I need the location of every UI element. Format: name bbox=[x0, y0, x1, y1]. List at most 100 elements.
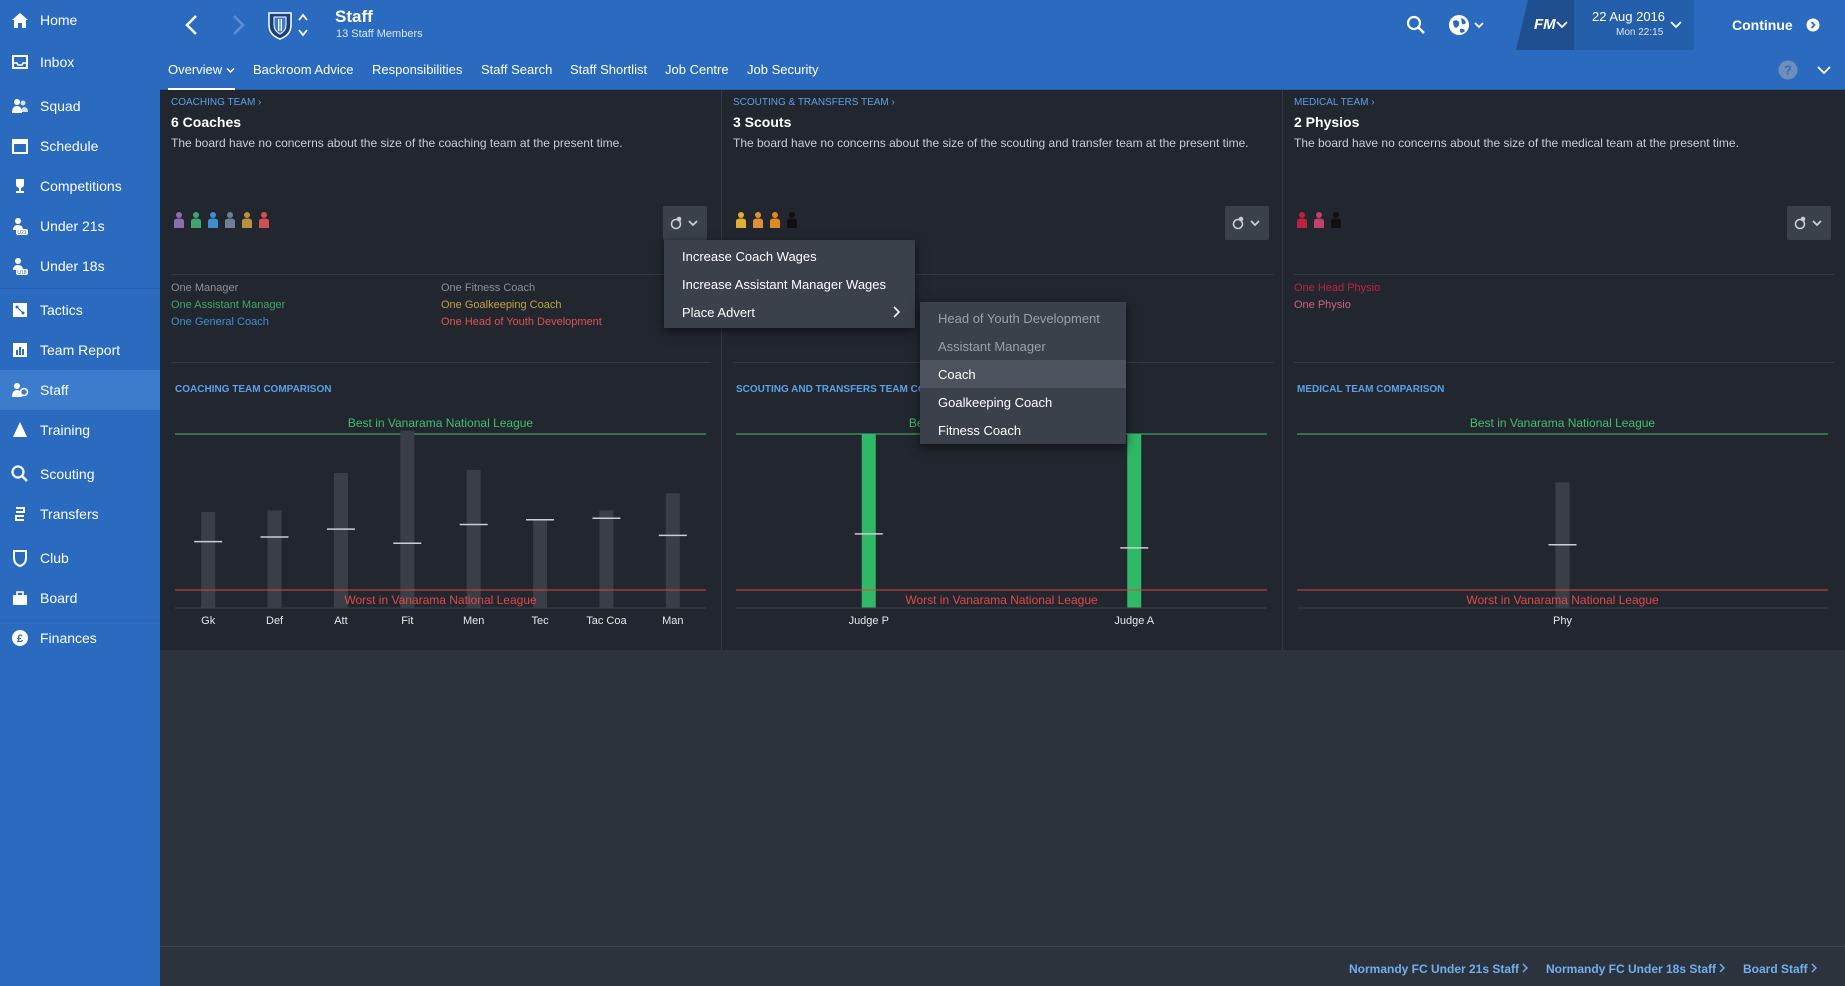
chart-bar[interactable] bbox=[599, 510, 614, 608]
sidebar-item-training[interactable]: Training bbox=[0, 410, 160, 450]
footer-link-label: Board Staff bbox=[1743, 962, 1808, 976]
chart-bar[interactable] bbox=[201, 512, 216, 608]
coaching-role[interactable]: One Goalkeeping Coach bbox=[441, 299, 562, 311]
staff-member-icon[interactable] bbox=[751, 211, 765, 229]
divider bbox=[171, 362, 711, 363]
current-time: Mon 22:15 bbox=[1616, 27, 1664, 38]
sidebar-item-board[interactable]: Board bbox=[0, 578, 160, 618]
chart-bar[interactable] bbox=[533, 519, 548, 608]
medical-actions-button[interactable] bbox=[1787, 206, 1831, 240]
staff-member-icon[interactable] bbox=[223, 211, 237, 229]
coaching-role[interactable]: One Assistant Manager bbox=[171, 299, 286, 311]
staff-member-icon[interactable] bbox=[172, 211, 186, 229]
sidebar-item-finances[interactable]: £ Finances bbox=[0, 618, 160, 658]
club-crest-icon[interactable] bbox=[265, 9, 295, 41]
sidebar-item-club[interactable]: Club bbox=[0, 538, 160, 578]
coaching-role[interactable]: One General Coach bbox=[171, 316, 269, 328]
medical-role[interactable]: One Physio bbox=[1294, 299, 1351, 311]
continue-button[interactable]: Continue bbox=[1694, 0, 1845, 50]
divider bbox=[733, 274, 1273, 275]
footer-link-board-staff[interactable]: Board Staff bbox=[1743, 962, 1818, 976]
sidebar-item-home[interactable]: Home bbox=[0, 0, 160, 40]
forward-icon[interactable] bbox=[228, 12, 250, 38]
sidebar-item-schedule[interactable]: Schedule bbox=[0, 126, 160, 166]
world-menu-icon[interactable] bbox=[1446, 12, 1488, 38]
tab-overview[interactable]: Overview bbox=[168, 62, 235, 91]
menu-item-place-advert[interactable]: Place Advert bbox=[664, 298, 915, 326]
staff-actions-icon bbox=[670, 216, 698, 230]
tab-staff-shortlist[interactable]: Staff Shortlist bbox=[570, 62, 647, 77]
category-label: Judge P bbox=[849, 615, 889, 627]
help-icon[interactable]: ? bbox=[1778, 60, 1798, 80]
club-switch-icon[interactable] bbox=[297, 10, 309, 40]
coaching-actions-button[interactable] bbox=[663, 206, 707, 240]
page-options-chevron-icon[interactable] bbox=[1816, 62, 1832, 78]
advert-option-fitness-coach[interactable]: Fitness Coach bbox=[938, 422, 1022, 438]
chart-bar[interactable] bbox=[665, 493, 680, 608]
staff-member-icon[interactable] bbox=[785, 211, 799, 229]
category-label: Man bbox=[662, 615, 683, 627]
scouting-team-link[interactable]: Scouting & Transfers Team › bbox=[733, 97, 895, 108]
sidebar-item-team-report[interactable]: Team Report bbox=[0, 330, 160, 370]
menu-item-increase-assistant-manager-wages[interactable]: Increase Assistant Manager Wages bbox=[664, 270, 915, 298]
advert-option-head-of-youth-development: Head of Youth Development bbox=[938, 310, 1100, 326]
date-panel[interactable]: 22 Aug 2016 Mon 22:15 bbox=[1574, 0, 1694, 50]
sidebar-item-inbox[interactable]: Inbox bbox=[0, 42, 160, 82]
staff-member-icon[interactable] bbox=[206, 211, 220, 229]
sidebar-item-label: Finances bbox=[40, 630, 97, 646]
chart-bar[interactable] bbox=[400, 430, 415, 608]
coaching-team-link[interactable]: Coaching Team › bbox=[171, 97, 262, 108]
sidebar-item-tactics[interactable]: Tactics bbox=[0, 290, 160, 330]
sidebar-item-scouting[interactable]: Scouting bbox=[0, 454, 160, 494]
fm-chevron-icon bbox=[1556, 21, 1568, 29]
staff-member-icon[interactable] bbox=[257, 211, 271, 229]
tab-label: Backroom Advice bbox=[253, 62, 354, 77]
staff-count: 13 Staff Members bbox=[336, 28, 423, 40]
staff-member-icon[interactable] bbox=[768, 211, 782, 229]
divider bbox=[171, 274, 711, 275]
tab-job-centre[interactable]: Job Centre bbox=[665, 62, 729, 77]
footer-link-normandy-fc-under-21s-staff[interactable]: Normandy FC Under 21s Staff bbox=[1349, 962, 1529, 976]
menu-item-increase-coach-wages[interactable]: Increase Coach Wages bbox=[664, 242, 915, 270]
trophy-icon bbox=[10, 176, 30, 196]
sidebar-item-under-21s[interactable]: U21 Under 21s bbox=[0, 206, 160, 246]
chart-bar[interactable] bbox=[1127, 434, 1142, 608]
sidebar-item-competitions[interactable]: Competitions bbox=[0, 166, 160, 206]
coaching-role[interactable]: One Fitness Coach bbox=[441, 282, 536, 294]
coaching-comparison-chart: Best in Vanarama National League Gk Def Att… bbox=[175, 410, 706, 630]
medical-team-link[interactable]: Medical Team › bbox=[1294, 97, 1375, 108]
tab-staff-search[interactable]: Staff Search bbox=[481, 62, 552, 77]
staff-member-icon[interactable] bbox=[1295, 211, 1309, 229]
staff-member-icon[interactable] bbox=[1329, 211, 1343, 229]
panel-divider bbox=[1282, 90, 1283, 650]
fm-logo: FM bbox=[1534, 16, 1556, 33]
staff-member-icon[interactable] bbox=[1312, 211, 1326, 229]
staff-member-icon[interactable] bbox=[240, 211, 254, 229]
date-chevron-icon bbox=[1670, 21, 1682, 29]
advert-option-coach[interactable]: Coach bbox=[920, 360, 1126, 388]
sidebar-item-staff[interactable]: Staff bbox=[0, 370, 160, 410]
chart-bar[interactable] bbox=[861, 434, 876, 608]
category-label: Att bbox=[334, 615, 347, 627]
staff-member-icon[interactable] bbox=[189, 211, 203, 229]
sidebar-item-transfers[interactable]: Transfers bbox=[0, 494, 160, 534]
continue-label: Continue bbox=[1732, 17, 1793, 33]
tab-job-security[interactable]: Job Security bbox=[747, 62, 819, 77]
footer-link-normandy-fc-under-18s-staff[interactable]: Normandy FC Under 18s Staff bbox=[1546, 962, 1726, 976]
tab-responsibilities[interactable]: Responsibilities bbox=[372, 62, 462, 77]
advert-option-goalkeeping-coach[interactable]: Goalkeeping Coach bbox=[938, 394, 1053, 410]
chart-bar[interactable] bbox=[267, 510, 282, 608]
search-icon[interactable] bbox=[1404, 12, 1428, 38]
chart-bar[interactable] bbox=[466, 469, 481, 608]
staff-member-icon[interactable] bbox=[734, 211, 748, 229]
medical-role[interactable]: One Head Physio bbox=[1294, 282, 1381, 294]
coaching-role[interactable]: One Manager bbox=[171, 282, 239, 294]
back-icon[interactable] bbox=[180, 12, 202, 38]
staff-actions-icon bbox=[1232, 216, 1260, 230]
chart-bar[interactable] bbox=[333, 473, 348, 608]
scouting-actions-button[interactable] bbox=[1225, 206, 1269, 240]
sidebar-item-under-18s[interactable]: U18 Under 18s bbox=[0, 246, 160, 286]
tab-backroom-advice[interactable]: Backroom Advice bbox=[253, 62, 353, 77]
sidebar-item-squad[interactable]: Squad bbox=[0, 86, 160, 126]
coaching-role[interactable]: One Head of Youth Development bbox=[441, 316, 602, 328]
